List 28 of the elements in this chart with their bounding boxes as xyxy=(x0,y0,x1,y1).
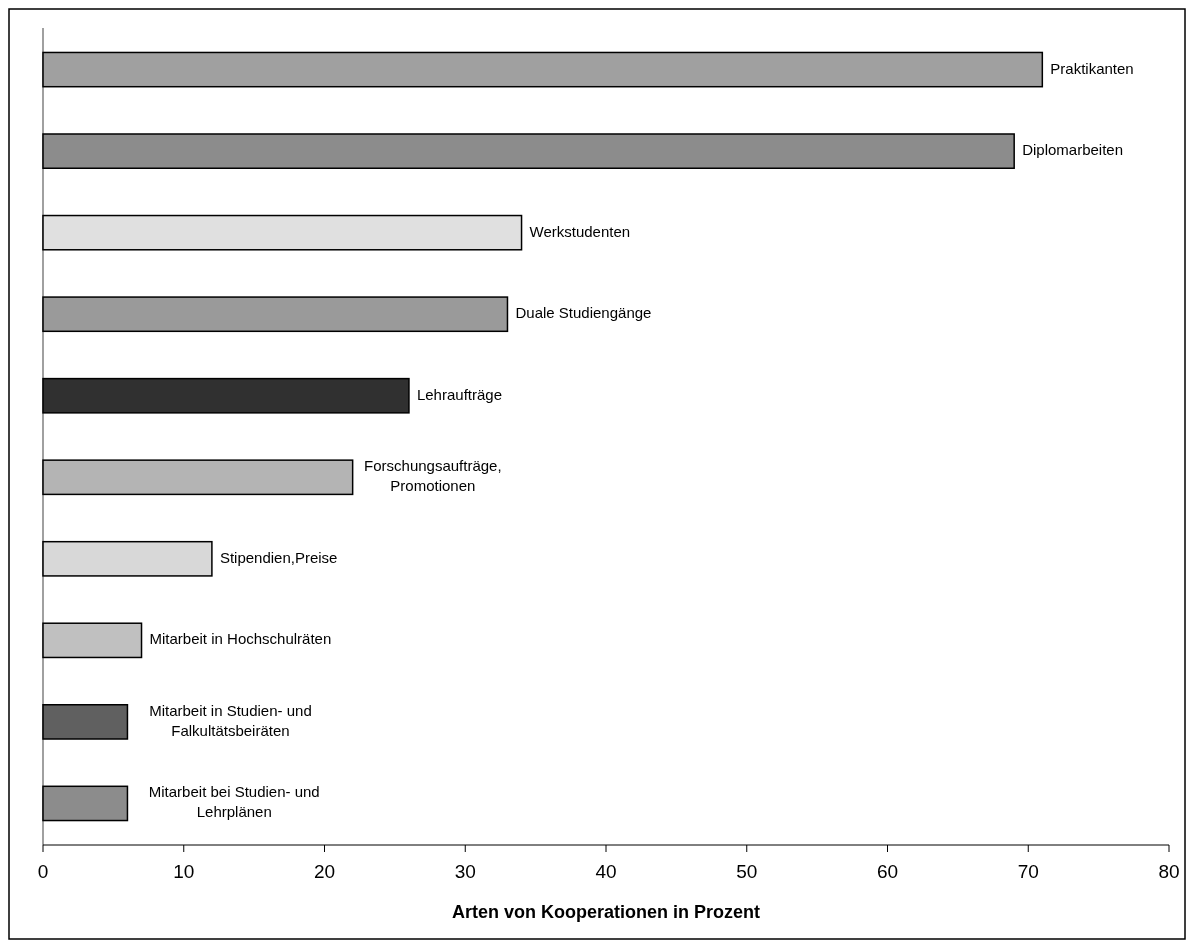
x-tick-label: 80 xyxy=(1158,861,1180,882)
bar xyxy=(42,540,213,577)
y-tick-label: Lehraufträge xyxy=(416,385,503,403)
y-tick-label: Mitarbeit in Studien- und Falkultätsbeiräten xyxy=(149,701,312,739)
y-tick-label: Forschungsaufträge, Promotionen xyxy=(364,457,502,495)
y-tick-label: Werkstudenten xyxy=(529,222,631,240)
x-tick-label: 20 xyxy=(313,861,336,882)
bar xyxy=(42,704,129,740)
bar xyxy=(42,622,143,659)
bar xyxy=(42,459,354,496)
x-tick-label: 70 xyxy=(1017,861,1039,882)
x-tick-label: 40 xyxy=(595,861,617,882)
x-tick-label: 50 xyxy=(736,861,758,882)
bar xyxy=(42,296,509,333)
y-tick-label: Diplomarbeiten xyxy=(1022,141,1124,159)
y-tick-label: Stipendien,Preise xyxy=(219,548,338,566)
y-tick-label: Duale Studiengänge xyxy=(515,304,652,322)
x-tick-label: 60 xyxy=(876,861,899,882)
bar xyxy=(42,214,523,251)
x-tick-label: 10 xyxy=(173,861,195,882)
bar xyxy=(42,377,410,414)
bar xyxy=(42,51,1044,88)
x-tick-label: 30 xyxy=(454,861,476,882)
x-axis-title: Arten von Kooperationen in Prozent xyxy=(451,902,761,922)
y-tick-label: Praktikanten xyxy=(1050,59,1134,77)
y-tick-label: Mitarbeit in Hochschulräten xyxy=(149,630,332,648)
y-tick-label: Mitarbeit bei Studien- und Lehrplänen xyxy=(148,783,320,821)
x-tick-label: 0 xyxy=(37,861,49,882)
